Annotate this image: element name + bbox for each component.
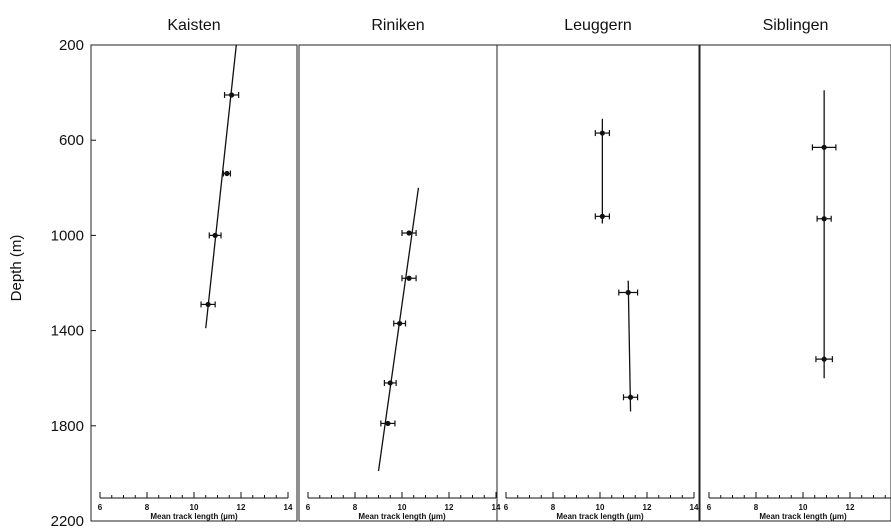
data-point (385, 420, 391, 427)
x-tick-label: 6 (98, 503, 103, 512)
panel-title: Siblingen (763, 17, 829, 34)
y-tick-label: 1800 (51, 418, 84, 435)
data-point (387, 380, 393, 386)
panel-frame (298, 44, 498, 522)
data-point (599, 130, 605, 136)
fit-line (627, 280, 632, 412)
x-tick-label: 8 (551, 503, 556, 512)
panel-siblingen: Siblingen68101214Mean track length (µm) (699, 17, 891, 522)
x-tick-label: 10 (596, 503, 605, 512)
x-tick-label: 10 (190, 503, 199, 512)
y-tick-label: 200 (59, 37, 84, 54)
x-tick-label: 12 (237, 503, 246, 512)
data-point (205, 301, 211, 308)
panel-kaisten: Kaisten 6 8 10 12 14 Mean track length (µm) (90, 17, 298, 522)
x-tick-label: 8 (754, 503, 759, 512)
x-tick-label: 12 (643, 503, 652, 512)
x-tick-label: 8 (145, 503, 150, 512)
x-tick-label: 10 (799, 503, 808, 512)
data-point (406, 275, 412, 281)
data-point (627, 394, 634, 400)
data-point (599, 213, 605, 219)
panel-frame (496, 44, 700, 522)
x-axis-label: Mean track length (µm) (759, 512, 847, 521)
fit-line (377, 187, 420, 472)
data-point (821, 356, 827, 362)
y-tick-label: 600 (59, 132, 84, 149)
x-axis-label: Mean track length (µm) (358, 512, 446, 521)
x-axis-label: Mean track length (µm) (150, 512, 238, 521)
panel-frame (699, 44, 891, 522)
x-tick-label: 6 (707, 503, 712, 512)
data-point (406, 230, 412, 236)
panel-riniken: Riniken 6 8 10 12 14 Mean track length (µm) (298, 17, 501, 522)
data-point (229, 92, 235, 98)
x-tick-label: 6 (504, 503, 509, 512)
data-point (625, 289, 631, 296)
panel-title: Kaisten (167, 17, 220, 34)
x-tick-label: 12 (846, 503, 855, 512)
data-point (224, 170, 230, 177)
x-tick-label: 14 (284, 503, 293, 512)
x-tick-label: 14 (492, 503, 501, 512)
x-tick-label: 8 (353, 503, 358, 512)
fit-line (205, 44, 237, 329)
x-tick-label: 12 (445, 503, 454, 512)
y-tick-label: 2200 (51, 513, 84, 530)
x-axis-label: Mean track length (µm) (556, 512, 644, 521)
panel-title: Leuggern (564, 17, 632, 34)
y-tick-label: 1000 (51, 227, 84, 244)
data-point (821, 216, 827, 222)
x-tick-label: 14 (690, 503, 699, 512)
data-point (212, 232, 218, 238)
y-tick-label: 1400 (51, 323, 84, 340)
data-point (821, 144, 827, 150)
x-tick-label: 6 (306, 503, 311, 512)
panel-leuggern: Leuggern 6 8 10 12 14 Mean track length (µm) (496, 17, 700, 522)
panel-title: Riniken (371, 17, 424, 34)
y-axis-label: Depth (m) (8, 235, 25, 302)
panel-frame (90, 44, 298, 522)
x-tick-label: 10 (398, 503, 407, 512)
y-axis-ticks: 200 600 1000 1400 1800 2200 (51, 37, 96, 530)
data-point (397, 320, 403, 327)
